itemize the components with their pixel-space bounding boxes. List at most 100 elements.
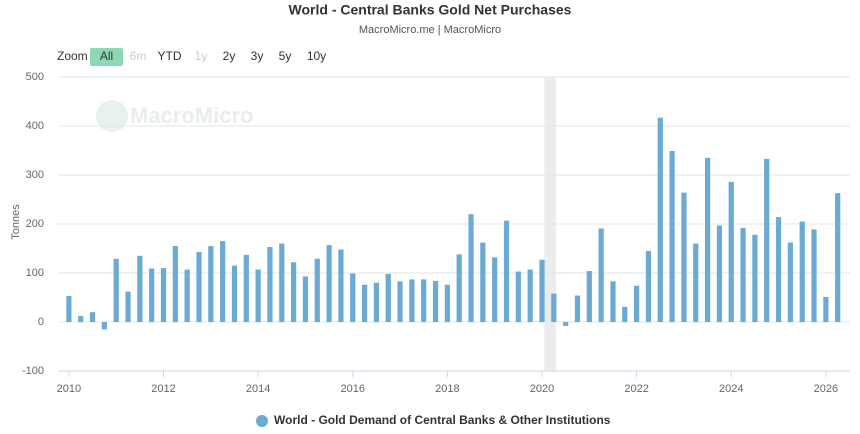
x-tick-label: 2020 (530, 383, 554, 395)
bar (361, 284, 368, 322)
bar (775, 217, 782, 322)
y-tick-label: 200 (26, 218, 44, 230)
bar (835, 193, 841, 322)
bar (740, 227, 746, 322)
legend-label: World - Gold Demand of Central Banks & O… (274, 413, 611, 427)
bar (480, 242, 486, 322)
bar (598, 228, 604, 322)
legend-marker (256, 415, 268, 427)
bar (338, 249, 344, 322)
bar (704, 157, 711, 322)
bar (503, 220, 510, 322)
x-tick-label: 2026 (814, 383, 838, 395)
bar (716, 225, 723, 322)
zoom-button[interactable]: 5y (279, 49, 292, 63)
bar (622, 306, 628, 322)
bar (728, 181, 734, 322)
bar (385, 273, 391, 322)
bar (563, 322, 569, 326)
x-tick-label: 2022 (624, 383, 648, 395)
bar (66, 296, 72, 322)
bar (574, 295, 581, 322)
zoom-button: 1y (195, 49, 208, 63)
bar (421, 279, 427, 322)
bar (515, 271, 521, 322)
bar (551, 293, 557, 322)
x-tick-label: 2024 (719, 383, 743, 395)
y-tick-label: 0 (38, 316, 44, 328)
x-tick-label: 2012 (151, 383, 175, 395)
bar (78, 316, 84, 322)
bar (350, 273, 356, 322)
bar (456, 254, 462, 322)
bar (291, 262, 297, 322)
bar (149, 268, 155, 322)
zoom-label: Zoom (57, 49, 88, 63)
bar (326, 245, 332, 322)
x-tick-label: 2014 (246, 383, 270, 395)
zoom-button[interactable]: YTD (158, 49, 182, 63)
bar (196, 251, 202, 322)
bar (799, 221, 805, 322)
watermark: MacroMicro (130, 103, 253, 128)
x-tick-label: 2016 (341, 383, 365, 395)
bar (409, 279, 415, 322)
bar (539, 259, 545, 322)
bar (693, 243, 699, 322)
bar (657, 117, 663, 322)
y-tick-label: -100 (22, 365, 44, 377)
bar (243, 254, 249, 322)
bar (468, 214, 474, 322)
bar (89, 312, 96, 322)
bar (125, 291, 131, 322)
bar (255, 269, 261, 322)
bar (220, 241, 226, 322)
bar (302, 276, 309, 322)
bar (113, 258, 119, 322)
y-axis-label: Tonnes (10, 204, 22, 240)
bar (101, 322, 107, 330)
bar (752, 234, 758, 322)
bar (444, 284, 450, 322)
bar (279, 243, 285, 322)
zoom-button[interactable]: 3y (251, 49, 264, 63)
bar (397, 281, 403, 322)
watermark-logo (96, 100, 128, 132)
zoom-button[interactable]: 2y (223, 49, 236, 63)
bar (586, 271, 592, 322)
bar (172, 246, 178, 322)
bar (160, 268, 167, 322)
bar (184, 269, 190, 322)
bar (645, 250, 652, 322)
bar (764, 158, 770, 322)
y-tick-label: 100 (26, 267, 44, 279)
x-tick-label: 2018 (435, 383, 459, 395)
bar (137, 255, 143, 322)
x-tick-label: 2010 (57, 383, 81, 395)
bar (208, 246, 214, 322)
bar (432, 280, 439, 322)
zoom-button[interactable]: All (100, 49, 113, 63)
bar (267, 247, 273, 322)
bar (373, 282, 380, 322)
chart-title: World - Central Banks Gold Net Purchases (289, 2, 572, 18)
zoom-button-bg (90, 48, 123, 66)
bar (610, 281, 616, 322)
bar (634, 285, 640, 322)
zoom-button[interactable]: 10y (307, 49, 326, 63)
zoom-button: 6m (130, 49, 147, 63)
y-tick-label: 400 (26, 120, 44, 132)
bar (314, 258, 320, 322)
bar (527, 269, 533, 322)
y-tick-label: 300 (26, 169, 44, 181)
y-tick-label: 500 (26, 71, 44, 83)
bar (681, 192, 687, 322)
chart-subtitle: MacroMicro.me | MacroMicro (359, 24, 501, 36)
bar (492, 257, 498, 322)
bar (823, 297, 829, 322)
bar (231, 265, 238, 322)
bar (787, 242, 793, 322)
bar (669, 150, 675, 322)
bar (811, 229, 817, 322)
